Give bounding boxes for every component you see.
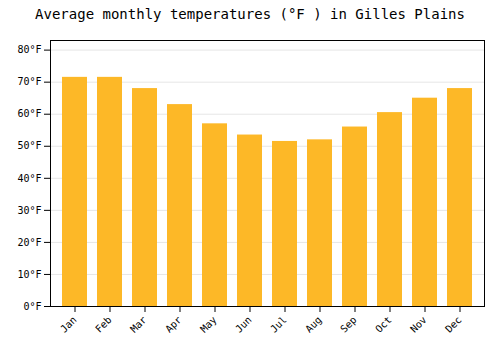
- svg-text:Apr: Apr: [163, 314, 184, 335]
- svg-text:60°F: 60°F: [17, 108, 41, 119]
- svg-text:Jan: Jan: [58, 314, 79, 335]
- svg-text:30°F: 30°F: [17, 205, 41, 216]
- svg-text:Mar: Mar: [128, 314, 149, 335]
- svg-text:May: May: [198, 314, 219, 335]
- svg-text:0°F: 0°F: [23, 301, 41, 312]
- svg-text:20°F: 20°F: [17, 237, 41, 248]
- svg-text:70°F: 70°F: [17, 76, 41, 87]
- svg-text:Jul: Jul: [268, 314, 289, 335]
- svg-text:Sep: Sep: [338, 314, 359, 335]
- svg-text:80°F: 80°F: [17, 44, 41, 55]
- svg-text:Jun: Jun: [233, 314, 254, 335]
- svg-text:Oct: Oct: [373, 314, 394, 335]
- html-text:Average monthly temperatures (: Average monthly temperatures (°F ) in Gi…: [35, 6, 465, 22]
- svg-text:50°F: 50°F: [17, 140, 41, 151]
- svg-text:Dec: Dec: [443, 314, 464, 335]
- svg-text:Feb: Feb: [93, 314, 114, 335]
- svg-text:Aug: Aug: [303, 314, 324, 335]
- svg-text:10°F: 10°F: [17, 269, 41, 280]
- svg-text:Nov: Nov: [408, 314, 429, 335]
- svg-text:40°F: 40°F: [17, 173, 41, 184]
